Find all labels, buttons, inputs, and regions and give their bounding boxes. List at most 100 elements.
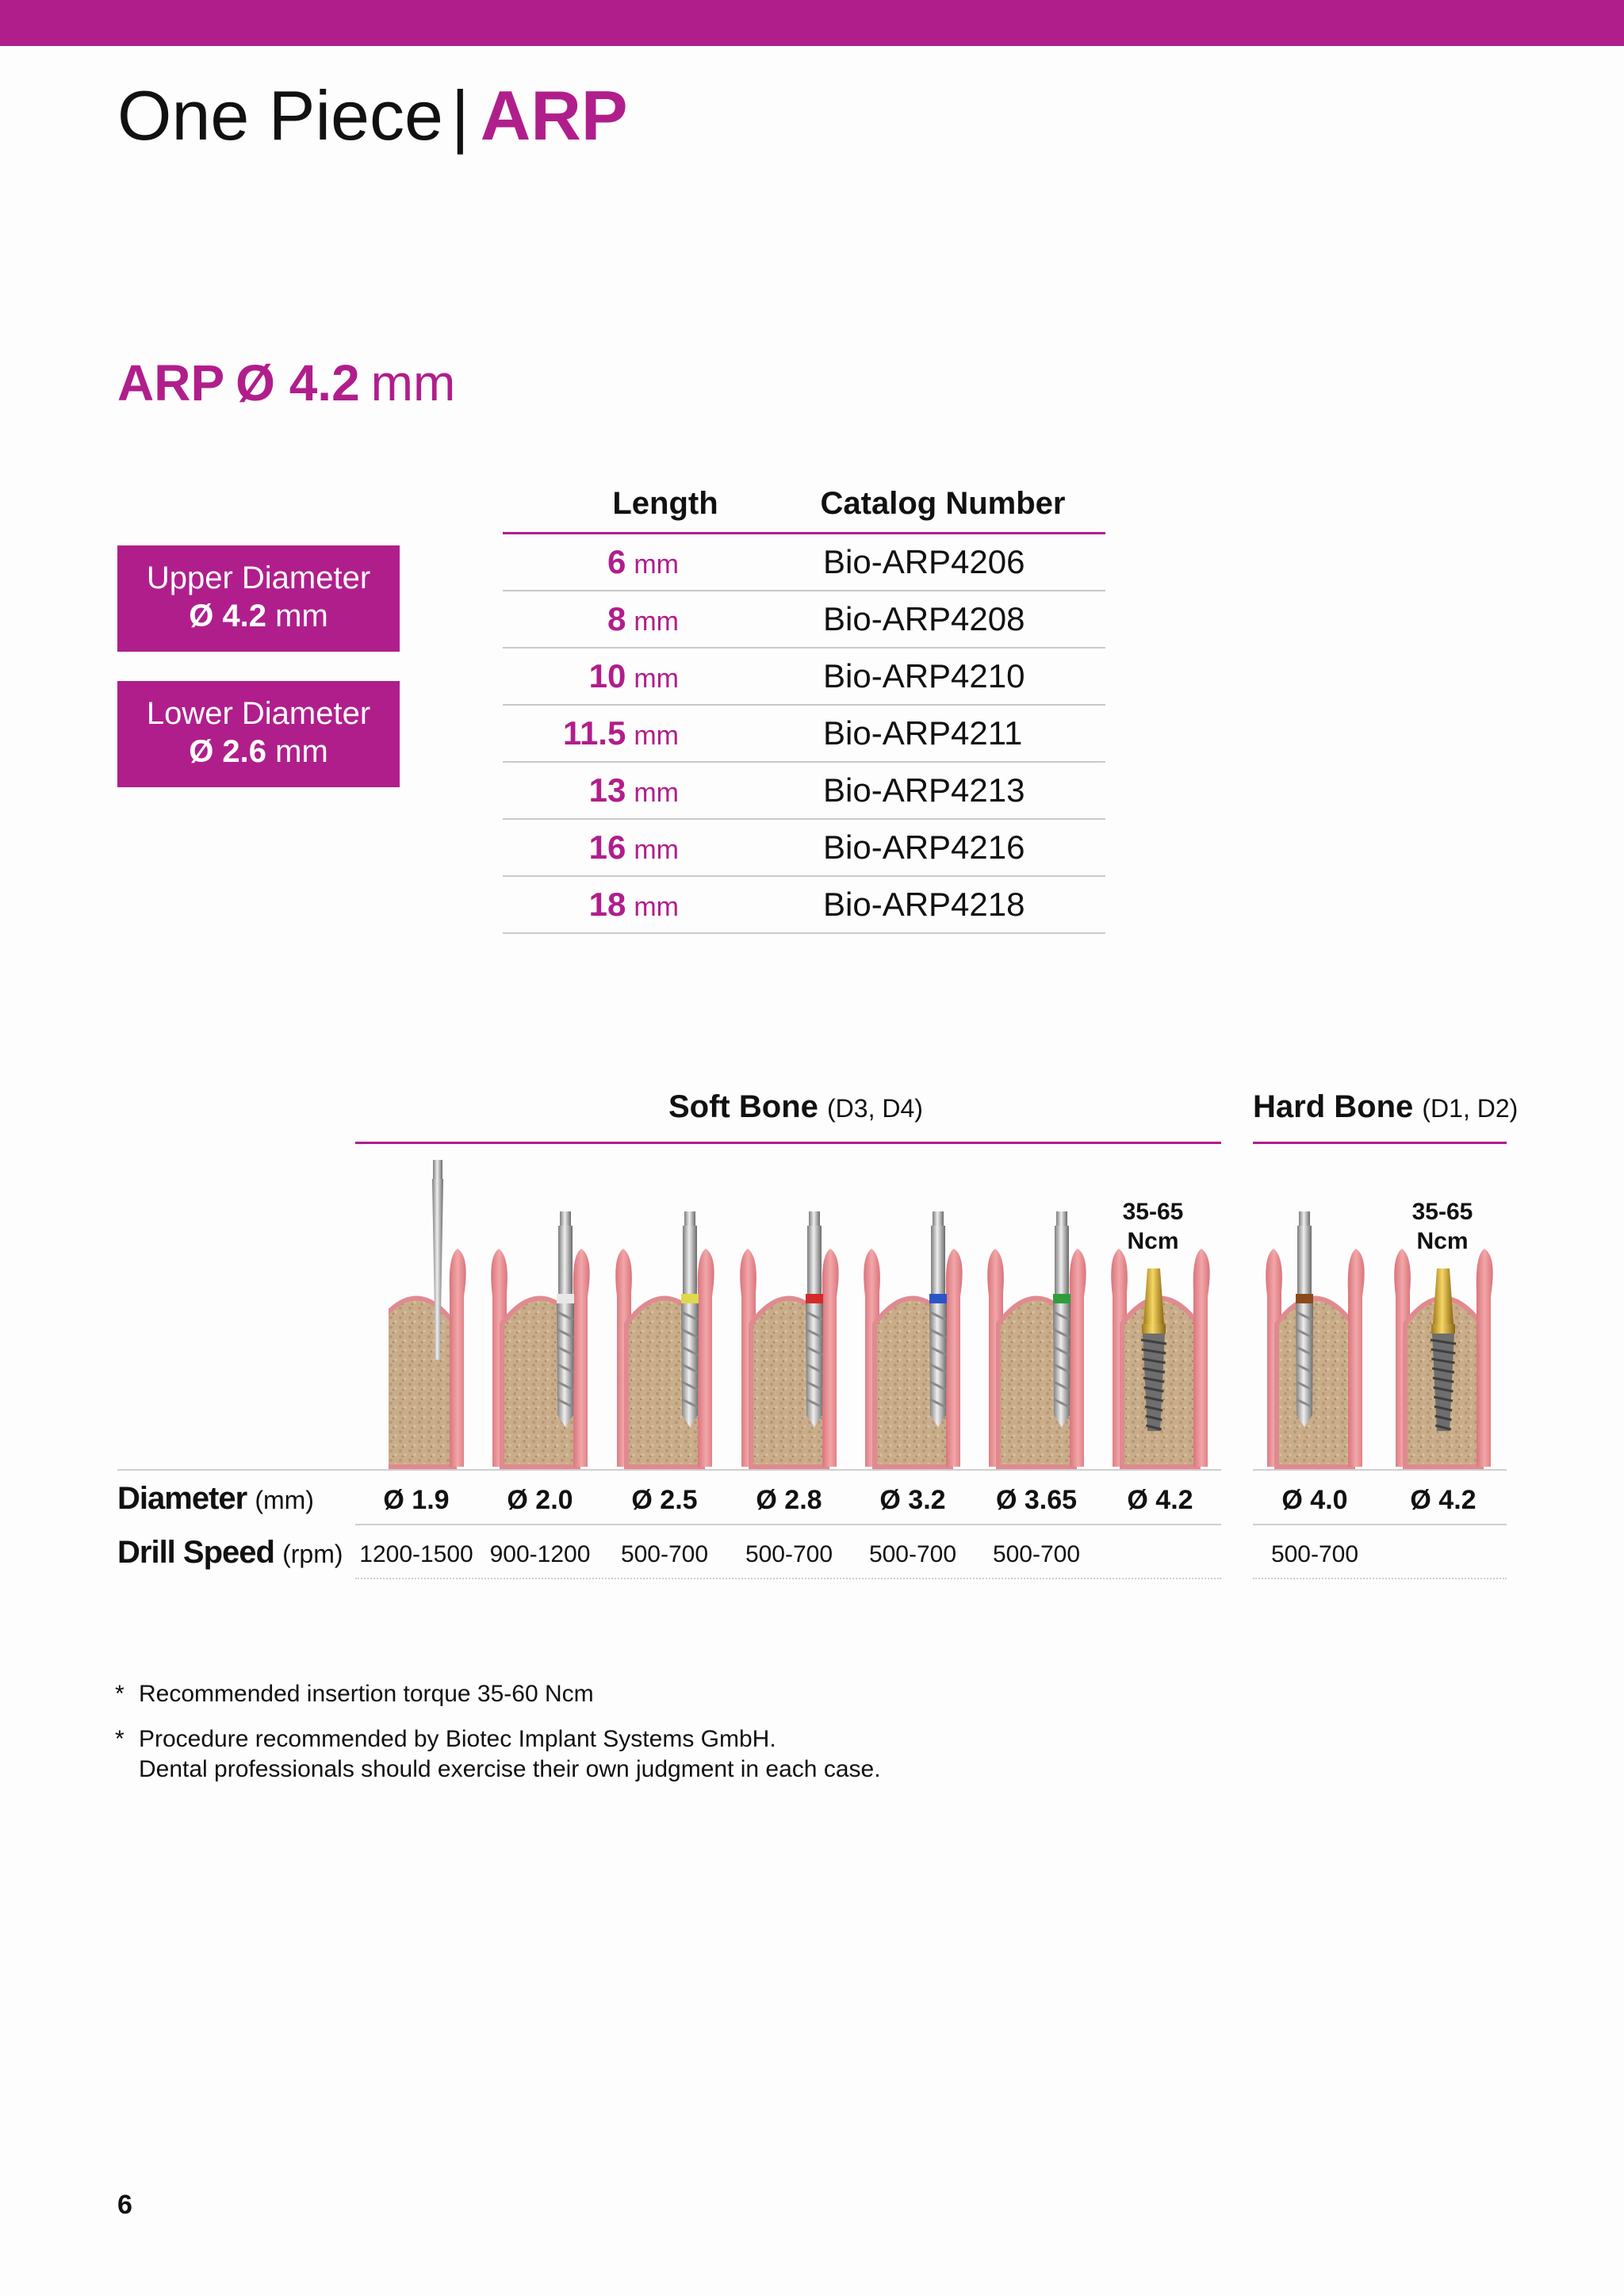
twist-drill (1053, 1211, 1071, 1427)
bone-site (740, 1249, 839, 1469)
bone-site (615, 1249, 714, 1469)
length-unit: mm (634, 721, 679, 751)
soft-bone-sub: (D3, D4) (827, 1094, 923, 1123)
implant-thread (1434, 1414, 1452, 1422)
speed-row-label: Drill Speed (rpm) (117, 1535, 343, 1571)
implant-thread (1140, 1338, 1167, 1345)
hard-speed-cell: 500-700 (1270, 1541, 1359, 1567)
spec-top-rule (117, 1469, 1221, 1471)
drill-tip-top (560, 1211, 571, 1226)
flute-line (929, 1380, 947, 1391)
flute-line (929, 1311, 947, 1322)
implant-thread (1144, 1405, 1163, 1412)
note-torque-text: Recommended insertion torque 35-60 Ncm (139, 1681, 594, 1707)
lower-diameter-unit: mm (275, 734, 328, 769)
length-value: 16 (588, 828, 626, 866)
page-title: One Piece | ARP (117, 75, 628, 156)
length-cell: 10 mm (503, 657, 679, 695)
twist-drill (806, 1211, 823, 1427)
catalog-number-cell: Bio-ARP4218 (823, 886, 1025, 923)
soft-speed-cell: 1200-1500 (359, 1541, 473, 1567)
note-procedure-line2: Dental professionals should exercise the… (139, 1756, 881, 1782)
drilling-sequence-illustration (389, 1160, 1493, 1469)
length-value: 13 (588, 771, 626, 809)
flute-line (806, 1311, 823, 1322)
drill-tip-top (809, 1211, 820, 1226)
flute-line (557, 1398, 574, 1409)
hard-bone-drill (1296, 1211, 1313, 1427)
implant-thread (1434, 1405, 1453, 1412)
implant-abutment (1433, 1269, 1454, 1324)
lower-diameter-label: Lower Diameter (146, 696, 371, 731)
bone-site (491, 1249, 590, 1469)
table-row: 13 mm Bio-ARP4213 (503, 763, 1105, 820)
drill-flutes (1053, 1303, 1071, 1427)
length-cell: 6 mm (503, 543, 679, 581)
implant-thread (1431, 1367, 1455, 1374)
table-row: 10 mm Bio-ARP4210 (503, 649, 1105, 706)
hard-diameter-cell: Ø 4.2 (1410, 1485, 1477, 1515)
length-value: 18 (588, 886, 626, 923)
diameter-row-rule-hard (1253, 1524, 1507, 1525)
catalog-rows: 6 mm Bio-ARP4206 8 mm Bio-ARP4208 10 mm Bio-ARP4… (503, 534, 1105, 934)
implant-thread (1141, 1348, 1166, 1355)
section-unit: mm (370, 354, 456, 411)
gum-right (1476, 1249, 1493, 1467)
title-accent: ARP (480, 76, 628, 155)
soft-speed-cell: 900-1200 (489, 1541, 591, 1567)
implant-thread (1433, 1386, 1454, 1393)
lower-diameter-value-line: Ø 2.6 mm (117, 733, 400, 771)
soft-diameter-cell: Ø 2.0 (507, 1485, 573, 1515)
gum-right (1069, 1249, 1086, 1467)
drill-shank (558, 1226, 573, 1294)
lower-diameter-value: Ø 2.6 (189, 734, 267, 769)
drill-tip-top (1299, 1211, 1310, 1226)
soft-diameter-cell: Ø 3.65 (995, 1485, 1078, 1515)
drill-shank (683, 1226, 697, 1294)
drill-color-ring (557, 1294, 574, 1303)
spec-top-rule-hard (1253, 1469, 1507, 1471)
implant-thread (1430, 1338, 1457, 1345)
soft-diameter-cell: Ø 4.2 (1127, 1485, 1193, 1515)
twist-drill (929, 1211, 947, 1427)
implant-abutment (1143, 1269, 1164, 1324)
flute-line (681, 1345, 699, 1357)
catalog-number-cell: Bio-ARP4208 (823, 600, 1025, 637)
flute-line (681, 1380, 699, 1391)
speed-row-rule-hard (1253, 1578, 1507, 1579)
flute-line (806, 1380, 823, 1391)
flute-line (1053, 1311, 1071, 1322)
table-row: 16 mm Bio-ARP4216 (503, 820, 1105, 877)
upper-diameter-value-line: Ø 4.2 mm (117, 597, 400, 635)
flute-line (929, 1328, 947, 1339)
speed-unit: (rpm) (282, 1540, 343, 1568)
soft-bone-heading: Soft Bone (D3, D4) (668, 1089, 923, 1125)
catalog-table: Length Catalog Number 6 mm Bio-ARP4206 8 mm B… (503, 476, 1105, 934)
upper-diameter-label: Upper Diameter (146, 561, 371, 595)
torque-hard: 35-65 Ncm (1387, 1197, 1498, 1256)
torque-hard-value: 35-65 (1411, 1199, 1473, 1225)
drill-color-ring (681, 1294, 699, 1303)
soft-bone-rule (355, 1142, 1221, 1144)
table-row: 8 mm Bio-ARP4208 (503, 591, 1105, 649)
section-title: ARP Ø 4.2 mm (117, 354, 455, 412)
flute-line (1053, 1363, 1071, 1374)
hard-bone-rule (1253, 1142, 1507, 1144)
flute-line (1053, 1380, 1071, 1391)
note-procedure: * Procedure recommended by Biotec Implant… (115, 1726, 881, 1783)
upper-diameter-value: Ø 4.2 (189, 599, 267, 633)
length-unit: mm (634, 835, 679, 865)
flute-line (557, 1380, 574, 1391)
length-cell: 8 mm (503, 600, 679, 638)
hard-bone-sub: (D1, D2) (1422, 1094, 1519, 1123)
drill-shank (1055, 1226, 1069, 1294)
flute-line (1296, 1311, 1313, 1322)
diameter-unit: (mm) (255, 1486, 314, 1514)
twist-drill (557, 1211, 574, 1427)
torque-hard-unit: Ncm (1416, 1228, 1469, 1254)
drill-tip-top (684, 1211, 695, 1226)
catalog-number-cell: Bio-ARP4211 (823, 714, 1023, 752)
drill-shank (931, 1226, 945, 1294)
implant-thread (1432, 1376, 1454, 1383)
flute-line (1296, 1363, 1313, 1374)
